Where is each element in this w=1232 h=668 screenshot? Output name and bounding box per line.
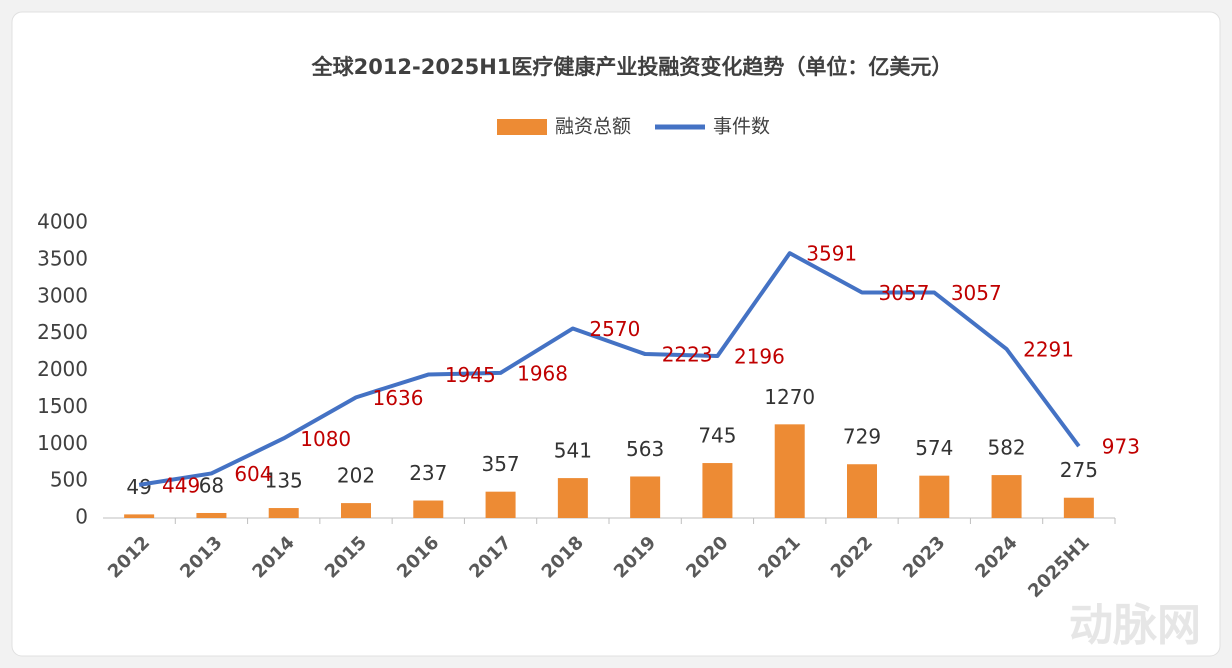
- bar-value-label: 563: [626, 437, 664, 461]
- bar: [485, 491, 516, 518]
- bar: [341, 503, 371, 518]
- line-value-label: 2291: [1023, 338, 1074, 362]
- bar-value-label: 49: [126, 475, 151, 499]
- bar: [557, 478, 588, 518]
- y-tick-label: 1500: [37, 394, 88, 418]
- line-value-label: 1080: [300, 427, 351, 451]
- bar: [847, 464, 877, 518]
- bar: [124, 514, 155, 518]
- bar-value-label: 135: [265, 469, 303, 493]
- bar-value-label: 745: [698, 424, 736, 448]
- bar: [774, 424, 805, 518]
- bar: [196, 512, 227, 518]
- bar-value-label: 357: [481, 452, 519, 476]
- bar: [413, 500, 444, 518]
- y-tick-label: 500: [50, 468, 88, 492]
- y-tick-label: 3500: [37, 246, 88, 270]
- line-value-label: 1636: [373, 386, 424, 410]
- line-value-label: 2570: [589, 317, 640, 341]
- bar: [991, 475, 1022, 518]
- bar-value-label: 237: [409, 461, 447, 485]
- bar-value-label: 68: [199, 473, 224, 497]
- y-tick-label: 4000: [37, 210, 88, 234]
- y-tick-label: 0: [75, 505, 88, 529]
- line-value-label: 2223: [662, 343, 713, 367]
- bar-value-label: 582: [987, 436, 1025, 460]
- bar-value-label: 541: [554, 439, 592, 463]
- line-value-label: 2196: [734, 345, 785, 369]
- line-value-label: 3591: [806, 242, 857, 266]
- bar: [1063, 497, 1094, 518]
- bar: [630, 476, 661, 518]
- watermark: 动脉网: [1069, 600, 1201, 651]
- line-value-label: 3057: [879, 281, 930, 305]
- y-tick-label: 2000: [37, 357, 88, 381]
- bar-value-label: 275: [1060, 458, 1098, 482]
- y-tick-label: 1000: [37, 431, 88, 455]
- line-value-label: 3057: [951, 281, 1002, 305]
- bar-value-label: 729: [843, 425, 881, 449]
- bar: [268, 508, 299, 518]
- card: [11, 11, 1221, 657]
- bar-value-label: 574: [915, 436, 953, 460]
- legend-swatch: [497, 119, 547, 135]
- line-value-label: 1968: [517, 361, 568, 385]
- line-value-label: 604: [234, 462, 272, 486]
- bar-value-label: 1270: [764, 385, 815, 409]
- bar: [919, 475, 950, 518]
- legend-label: 融资总额: [555, 116, 631, 138]
- bar-value-label: 202: [337, 464, 375, 488]
- bar: [702, 463, 733, 518]
- legend-label: 事件数: [713, 116, 770, 138]
- y-tick-label: 3000: [37, 283, 88, 307]
- line-value-label: 449: [162, 473, 200, 497]
- line-value-label: 973: [1102, 435, 1140, 459]
- line: [138, 251, 1081, 487]
- line-value-label: 1945: [445, 363, 496, 387]
- chart-title: 全球2012-2025H1医疗健康产业投融资变化趋势（单位：亿美元）: [311, 55, 953, 79]
- y-tick-label: 2500: [37, 320, 88, 344]
